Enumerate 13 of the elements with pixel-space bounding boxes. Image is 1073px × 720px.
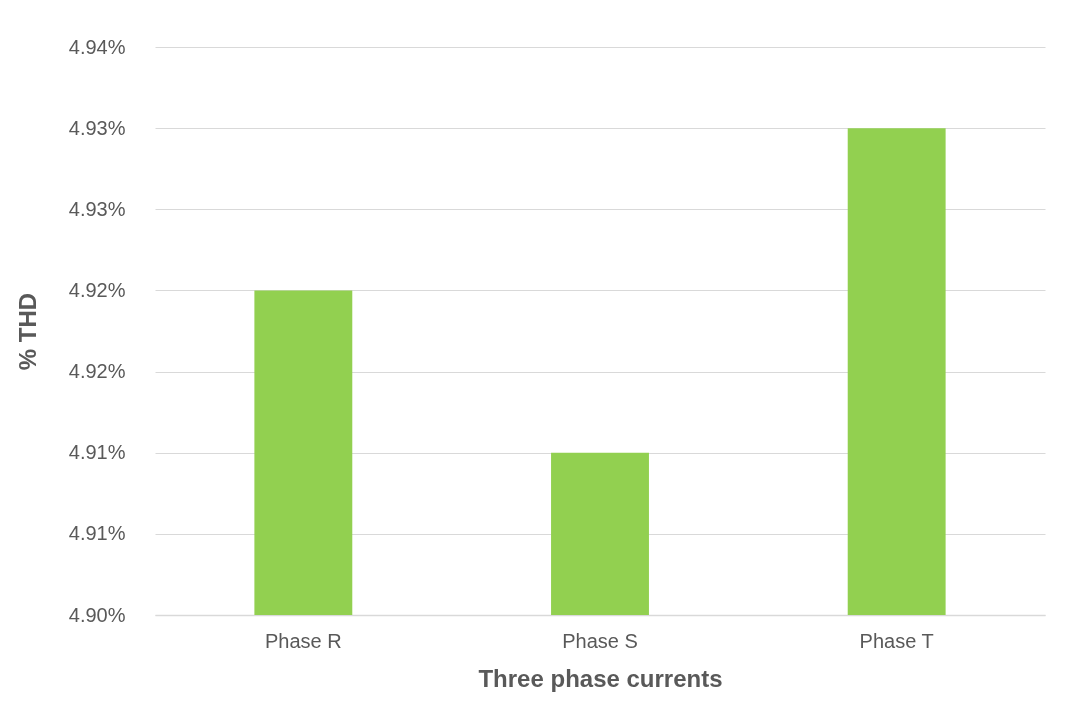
x-axis-title: Three phase currents	[478, 664, 723, 692]
y-tick-label: 4.91%	[68, 441, 126, 464]
x-tick-label: Phase T	[859, 629, 934, 652]
y-tick-label: 4.93%	[68, 116, 126, 139]
y-tick-label: 4.91%	[68, 522, 126, 545]
y-tick-label: 4.94%	[68, 35, 126, 58]
y-tick-label: 4.92%	[68, 360, 126, 383]
x-tick-label: Phase R	[264, 629, 342, 652]
y-tick-label: 4.93%	[68, 197, 126, 220]
y-tick-label: 4.90%	[68, 603, 126, 626]
y-tick-label: 4.92%	[68, 278, 126, 301]
x-tick-label: Phase S	[562, 629, 638, 652]
y-axis-title: % THD	[13, 292, 41, 371]
